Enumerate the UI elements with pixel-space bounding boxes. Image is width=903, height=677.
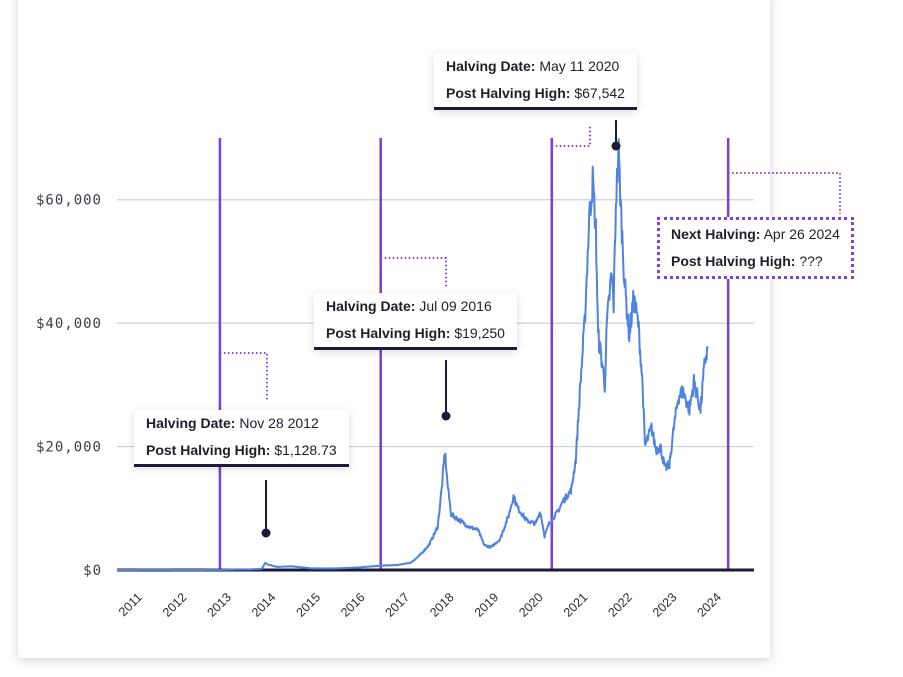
x-tick-label: 2016 (338, 590, 368, 620)
price-series-line (116, 138, 709, 571)
y-tick-label: $60,000 (36, 193, 102, 209)
x-tick-label: 2017 (383, 590, 413, 620)
tooltip-date: Nov 28 2012 (239, 415, 319, 431)
tooltip-date-label: Next Halving: (671, 226, 761, 242)
x-tick-label: 2019 (472, 590, 502, 620)
x-tick-label: 2011 (116, 590, 145, 619)
y-tick-label: $40,000 (36, 316, 102, 332)
halving-connector (728, 172, 841, 214)
x-tick-label: 2014 (249, 590, 279, 620)
x-tick-label: 2013 (204, 590, 234, 620)
halving-2020-tooltip: Halving Date: May 11 2020 Post Halving H… (434, 53, 637, 110)
x-tick-label: 2015 (294, 590, 324, 620)
tooltip-high: $1,128.73 (274, 442, 337, 458)
y-tick-label: $0 (83, 563, 102, 579)
tooltip-high-label: Post Halving High: (671, 253, 796, 269)
tooltip-date: May 11 2020 (539, 58, 620, 74)
tooltip-high-label: Post Halving High: (146, 442, 271, 458)
y-tick-label: $20,000 (36, 440, 102, 456)
tooltip-high: ??? (799, 253, 823, 269)
tooltip-date-label: Halving Date: (326, 298, 416, 314)
next-halving-tooltip: Next Halving: Apr 26 2024 Post Halving H… (657, 217, 854, 279)
x-tick-label: 2021 (561, 590, 591, 620)
high-marker-dot (441, 411, 451, 421)
tooltip-high: $19,250 (454, 325, 505, 341)
x-tick-label: 2020 (516, 590, 546, 620)
tooltip-date: Apr 26 2024 (763, 226, 840, 242)
tooltip-high: $67,542 (574, 85, 625, 101)
x-tick-label: 2018 (427, 590, 457, 620)
high-marker-dot (611, 141, 621, 151)
tooltip-date: Jul 09 2016 (419, 298, 492, 314)
halving-connector (551, 125, 591, 147)
x-tick-label: 2024 (694, 590, 724, 620)
tooltip-high-label: Post Halving High: (446, 85, 571, 101)
tooltip-high-label: Post Halving High: (326, 325, 451, 341)
x-tick-label: 2012 (160, 590, 190, 620)
halving-connector (219, 352, 268, 400)
halving-2016-tooltip: Halving Date: Jul 09 2016 Post Halving H… (314, 293, 517, 350)
x-tick-label: 2022 (605, 590, 635, 620)
high-marker-dot (261, 528, 271, 538)
tooltip-date-label: Halving Date: (446, 58, 536, 74)
halving-connector (380, 257, 447, 288)
x-tick-label: 2023 (650, 590, 680, 620)
tooltip-date-label: Halving Date: (146, 415, 236, 431)
halving-2012-tooltip: Halving Date: Nov 28 2012 Post Halving H… (134, 410, 349, 467)
